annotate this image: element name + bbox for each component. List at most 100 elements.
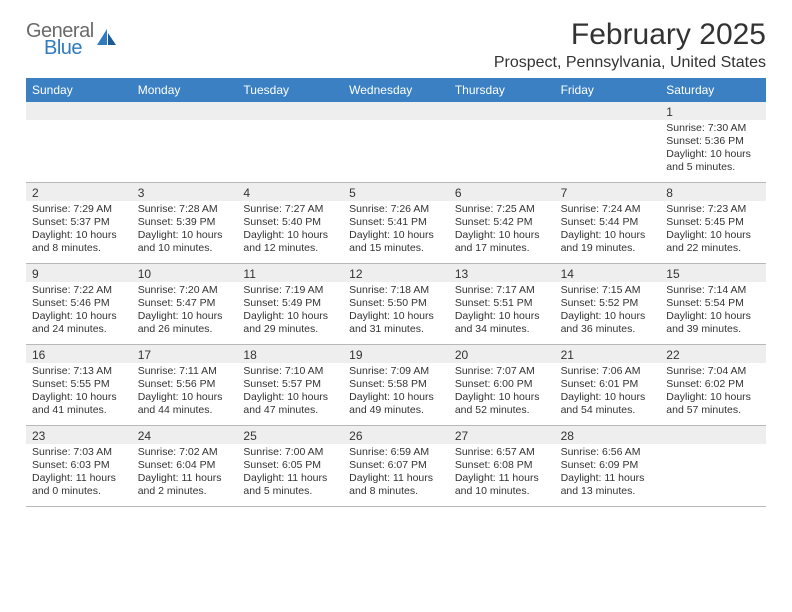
daylight-text: Daylight: 10 hours and 54 minutes. (561, 391, 655, 417)
daylight-text: Daylight: 10 hours and 34 minutes. (455, 310, 549, 336)
daylight-text: Daylight: 10 hours and 5 minutes. (666, 148, 760, 174)
daylight-text: Daylight: 11 hours and 2 minutes. (138, 472, 232, 498)
day-number: 19 (343, 345, 449, 363)
sunset-text: Sunset: 5:51 PM (455, 297, 549, 310)
sunrise-text: Sunrise: 7:13 AM (32, 365, 126, 378)
sunset-text: Sunset: 5:40 PM (243, 216, 337, 229)
day-number (26, 102, 132, 120)
sunrise-text: Sunrise: 7:14 AM (666, 284, 760, 297)
day-info: Sunrise: 7:14 AMSunset: 5:54 PMDaylight:… (660, 282, 766, 341)
day-cell: 23Sunrise: 7:03 AMSunset: 6:03 PMDayligh… (26, 426, 132, 506)
day-number: 22 (660, 345, 766, 363)
sunrise-text: Sunrise: 7:09 AM (349, 365, 443, 378)
day-number (555, 102, 661, 120)
day-number: 10 (132, 264, 238, 282)
day-cell: 9Sunrise: 7:22 AMSunset: 5:46 PMDaylight… (26, 264, 132, 344)
day-number: 14 (555, 264, 661, 282)
weekday-header: Friday (555, 78, 661, 102)
sunset-text: Sunset: 5:50 PM (349, 297, 443, 310)
day-cell (132, 102, 238, 182)
sunset-text: Sunset: 5:55 PM (32, 378, 126, 391)
day-number: 12 (343, 264, 449, 282)
week-row: 16 Sunrise: 7:13 AMSunset: 5:55 PM Dayligh… (26, 345, 766, 426)
day-number: 20 (449, 345, 555, 363)
day-info: Sunrise: 7:10 AMSunset: 5:57 PMDaylight:… (237, 363, 343, 422)
daylight-text: Daylight: 10 hours and 8 minutes. (32, 229, 126, 255)
sunset-text: Sunset: 5:52 PM (561, 297, 655, 310)
day-cell: 24Sunrise: 7:02 AMSunset: 6:04 PMDayligh… (132, 426, 238, 506)
day-info: Sunrise: 7:25 AMSunset: 5:42 PMDaylight:… (449, 201, 555, 260)
daylight-text: Daylight: 11 hours and 0 minutes. (32, 472, 126, 498)
day-cell: 6Sunrise: 7:25 AMSunset: 5:42 PMDaylight… (449, 183, 555, 263)
week-row: 1Sunrise: 7:30 AMSunset: 5:36 PMDaylight… (26, 102, 766, 183)
daylight-text: Daylight: 10 hours and 57 minutes. (666, 391, 760, 417)
day-number: 16 (26, 345, 132, 363)
header: General Blue February 2025 Prospect, Pen… (26, 18, 766, 72)
sunrise-text: Sunrise: 7:23 AM (666, 203, 760, 216)
day-info: Sunrise: 7:24 AMSunset: 5:44 PMDaylight:… (555, 201, 661, 260)
sunrise-text: Sunrise: 7:00 AM (243, 446, 337, 459)
sunset-text: Sunset: 5:46 PM (32, 297, 126, 310)
day-info: Sunrise: 7:07 AMSunset: 6:00 PMDaylight:… (449, 363, 555, 422)
daylight-text: Daylight: 10 hours and 29 minutes. (243, 310, 337, 336)
day-info: Sunrise: 7:11 AMSunset: 5:56 PMDaylight:… (132, 363, 238, 422)
sunrise-text: Sunrise: 7:18 AM (349, 284, 443, 297)
weekday-header: Monday (132, 78, 238, 102)
sunrise-text: Sunrise: 7:20 AM (138, 284, 232, 297)
day-cell: 16Sunrise: 7:13 AMSunset: 5:55 PMDayligh… (26, 345, 132, 425)
day-cell: 8Sunrise: 7:23 AMSunset: 5:45 PMDaylight… (660, 183, 766, 263)
location-subtitle: Prospect, Pennsylvania, United States (494, 54, 766, 72)
day-cell: 2Sunrise: 7:29 AMSunset: 5:37 PMDaylight… (26, 183, 132, 263)
day-info: Sunrise: 6:57 AMSunset: 6:08 PMDaylight:… (449, 444, 555, 503)
sunrise-text: Sunrise: 7:04 AM (666, 365, 760, 378)
day-number: 28 (555, 426, 661, 444)
day-number: 17 (132, 345, 238, 363)
week-row: 2Sunrise: 7:29 AMSunset: 5:37 PMDaylight… (26, 183, 766, 264)
day-info: Sunrise: 7:19 AMSunset: 5:49 PMDaylight:… (237, 282, 343, 341)
week-row: 9Sunrise: 7:22 AMSunset: 5:46 PMDaylight… (26, 264, 766, 345)
day-cell: 10Sunrise: 7:20 AMSunset: 5:47 PMDayligh… (132, 264, 238, 344)
day-number: 13 (449, 264, 555, 282)
daylight-text: Daylight: 10 hours and 31 minutes. (349, 310, 443, 336)
daylight-text: Daylight: 11 hours and 8 minutes. (349, 472, 443, 498)
daylight-text: Daylight: 10 hours and 19 minutes. (561, 229, 655, 255)
day-info: Sunrise: 7:06 AMSunset: 6:01 PMDaylight:… (555, 363, 661, 422)
day-info: Sunrise: 7:26 AMSunset: 5:41 PMDaylight:… (343, 201, 449, 260)
day-number: 21 (555, 345, 661, 363)
day-info: Sunrise: 7:17 AMSunset: 5:51 PMDaylight:… (449, 282, 555, 341)
calendar-grid: Sunday Monday Tuesday Wednesday Thursday… (26, 78, 766, 507)
day-cell: 5Sunrise: 7:26 AMSunset: 5:41 PMDaylight… (343, 183, 449, 263)
title-block: February 2025 Prospect, Pennsylvania, Un… (494, 18, 766, 72)
sunset-text: Sunset: 6:07 PM (349, 459, 443, 472)
day-cell (237, 102, 343, 182)
sunrise-text: Sunrise: 6:57 AM (455, 446, 549, 459)
day-number: 5 (343, 183, 449, 201)
day-cell: 1Sunrise: 7:30 AMSunset: 5:36 PMDaylight… (660, 102, 766, 182)
day-info: Sunrise: 7:29 AMSunset: 5:37 PMDaylight:… (26, 201, 132, 260)
day-number (660, 426, 766, 444)
sunset-text: Sunset: 5:47 PM (138, 297, 232, 310)
day-number: 7 (555, 183, 661, 201)
daylight-text: Daylight: 10 hours and 10 minutes. (138, 229, 232, 255)
sunrise-text: Sunrise: 6:59 AM (349, 446, 443, 459)
daylight-text: Daylight: 10 hours and 15 minutes. (349, 229, 443, 255)
day-number: 25 (237, 426, 343, 444)
daylight-text: Daylight: 10 hours and 49 minutes. (349, 391, 443, 417)
sunset-text: Sunset: 6:01 PM (561, 378, 655, 391)
week-row: 23Sunrise: 7:03 AMSunset: 6:03 PMDayligh… (26, 426, 766, 507)
day-number: 9 (26, 264, 132, 282)
sunset-text: Sunset: 5:41 PM (349, 216, 443, 229)
day-info: Sunrise: 7:27 AMSunset: 5:40 PMDaylight:… (237, 201, 343, 260)
sunset-text: Sunset: 5:44 PM (561, 216, 655, 229)
day-cell (449, 102, 555, 182)
day-info: Sunrise: 6:59 AMSunset: 6:07 PMDaylight:… (343, 444, 449, 503)
day-cell: 27Sunrise: 6:57 AMSunset: 6:08 PMDayligh… (449, 426, 555, 506)
daylight-text: Daylight: 11 hours and 5 minutes. (243, 472, 337, 498)
weeks-container: 1Sunrise: 7:30 AMSunset: 5:36 PMDaylight… (26, 102, 766, 507)
day-cell: 19Sunrise: 7:09 AMSunset: 5:58 PMDayligh… (343, 345, 449, 425)
sail-icon (96, 27, 118, 52)
day-info: Sunrise: 6:56 AMSunset: 6:09 PMDaylight:… (555, 444, 661, 503)
day-number: 24 (132, 426, 238, 444)
day-number (237, 102, 343, 120)
day-info: Sunrise: 7:15 AMSunset: 5:52 PMDaylight:… (555, 282, 661, 341)
